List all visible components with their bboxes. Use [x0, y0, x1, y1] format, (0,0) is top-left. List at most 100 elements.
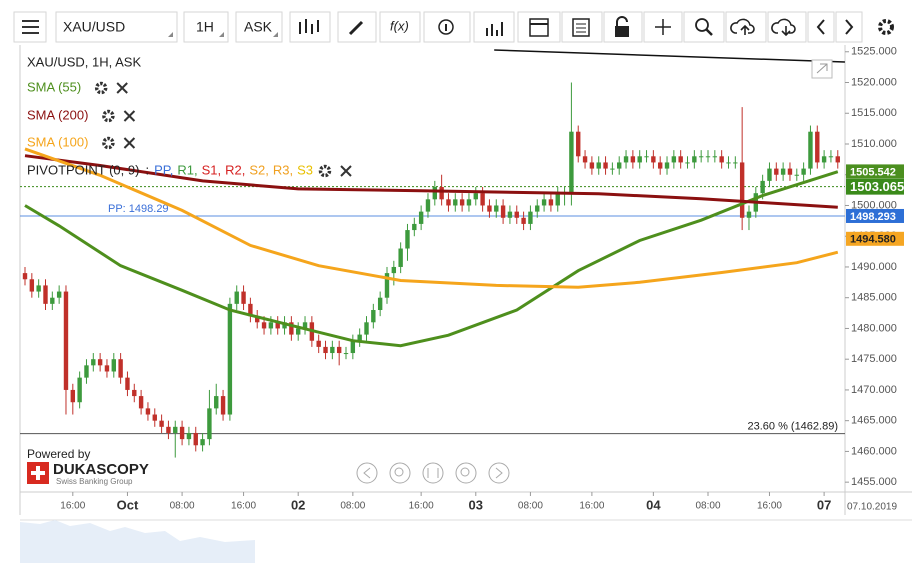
candle-body [780, 168, 786, 175]
brand-tagline: Swiss Banking Group [56, 477, 133, 486]
candle-body [412, 223, 417, 231]
x-tick-label: 02 [291, 497, 305, 512]
remove-icon[interactable] [123, 110, 136, 122]
candle-body [152, 414, 157, 421]
x-tick-label: 16:00 [409, 501, 434, 512]
candle-body [432, 187, 437, 200]
settings-button[interactable] [878, 19, 894, 35]
sma-line [24, 147, 839, 289]
table-button[interactable] [561, 11, 603, 43]
volume-button[interactable] [473, 11, 515, 43]
y-tick-label: 1500.000 [851, 199, 897, 211]
candle-body [296, 328, 301, 335]
y-tick-label: 1515.000 [851, 107, 897, 119]
candle-body [302, 322, 308, 329]
candle-body [220, 396, 226, 415]
candle-body [514, 211, 519, 218]
candle-body [787, 168, 793, 175]
calendar-button[interactable] [517, 11, 561, 43]
candle-body [179, 426, 185, 440]
scroll-left[interactable] [356, 462, 378, 484]
candle-body [63, 291, 69, 390]
candle-body [726, 162, 731, 164]
info-button[interactable] [423, 11, 471, 43]
candle-body [234, 291, 239, 304]
y-tick-label: 1465.000 [851, 415, 897, 427]
candle-body [623, 156, 629, 163]
x-tick-label: 08:00 [170, 501, 195, 512]
candle-body [835, 156, 840, 163]
candle-body [760, 180, 765, 194]
zoom-button[interactable] [683, 11, 725, 43]
settings-icon[interactable] [102, 136, 115, 150]
menu-button[interactable] [13, 11, 47, 43]
candle-body [330, 346, 335, 354]
candle-body [56, 291, 62, 298]
candle-body [241, 291, 246, 304]
candle-body [22, 273, 28, 280]
zoom-in[interactable] [455, 462, 477, 484]
candle-body [644, 156, 649, 158]
settings-icon[interactable] [318, 164, 332, 178]
pivot-level: R2, [225, 162, 245, 177]
zoom-reset[interactable] [422, 462, 444, 484]
candle-body [248, 303, 253, 317]
back-button[interactable] [807, 11, 835, 43]
x-tick-label: 16:00 [579, 501, 604, 512]
candle-body [664, 162, 670, 169]
candle-body [275, 322, 280, 329]
chart-type-button[interactable] [289, 11, 331, 43]
download-button[interactable] [767, 11, 807, 43]
candle-body [480, 193, 485, 206]
candle-body [466, 199, 472, 206]
candle-body [97, 359, 103, 366]
lock-button[interactable] [603, 11, 643, 43]
symbol: XAU/USD [63, 19, 125, 35]
candle-body [739, 162, 745, 218]
crosshair-button[interactable] [643, 11, 683, 43]
draw-button[interactable] [337, 11, 377, 43]
price-tag [846, 178, 904, 195]
candle-body [343, 353, 349, 355]
candle-body [214, 396, 219, 409]
candle-body [828, 156, 834, 158]
candle-body [651, 156, 656, 163]
remove-icon[interactable] [116, 82, 128, 94]
fullscreen-button[interactable] [811, 59, 833, 79]
zoom-out[interactable] [389, 462, 411, 484]
settings-icon[interactable] [94, 81, 108, 95]
upload-button[interactable] [725, 11, 767, 43]
candle-body [801, 168, 806, 175]
remove-icon[interactable] [340, 165, 352, 177]
legend-entry: SMA (200) [27, 107, 88, 122]
price-tag [846, 208, 904, 223]
legend-entry: SMA (100) [27, 134, 88, 149]
y-tick-label: 1480.000 [851, 322, 897, 334]
x-tick-label: 08:00 [695, 501, 720, 512]
candle-body [70, 389, 76, 403]
candle-body [50, 297, 55, 304]
scroll-right[interactable] [488, 462, 510, 484]
y-tick-label: 1525.000 [851, 46, 897, 58]
period-select[interactable]: 1H [183, 11, 229, 43]
x-tick-label: Oct [117, 497, 139, 512]
y-tick-label: 1490.000 [851, 261, 897, 273]
remove-icon[interactable] [123, 137, 136, 149]
candle-body [459, 199, 465, 206]
side-select[interactable]: ASK [235, 11, 283, 43]
indicators-button[interactable]: f(x) [379, 11, 421, 43]
candle-body [405, 230, 410, 249]
x-tick-label: 16:00 [757, 501, 782, 512]
candle-body [569, 131, 574, 194]
candle-body [671, 156, 677, 163]
settings-icon[interactable] [102, 109, 115, 123]
candle-body [384, 273, 390, 298]
candle-body [84, 365, 89, 378]
candle-body [104, 365, 110, 372]
y-tick-label: 1475.000 [851, 353, 897, 365]
forward-button[interactable] [835, 11, 863, 43]
legend-entry: SMA (55) [27, 79, 81, 94]
symbol-select[interactable]: XAU/USD [55, 11, 178, 43]
trend-line [494, 49, 845, 63]
candle-body [77, 377, 82, 403]
